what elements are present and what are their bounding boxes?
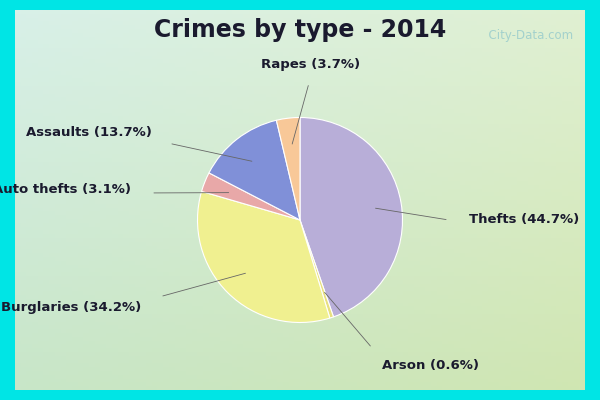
Wedge shape xyxy=(197,192,330,322)
Text: Crimes by type - 2014: Crimes by type - 2014 xyxy=(154,18,446,42)
Text: Rapes (3.7%): Rapes (3.7%) xyxy=(260,58,360,71)
Text: Burglaries (34.2%): Burglaries (34.2%) xyxy=(1,301,141,314)
Wedge shape xyxy=(277,118,300,220)
Wedge shape xyxy=(300,220,334,318)
Text: Arson (0.6%): Arson (0.6%) xyxy=(382,359,479,372)
Wedge shape xyxy=(209,120,300,220)
Text: Auto thefts (3.1%): Auto thefts (3.1%) xyxy=(0,183,131,196)
Text: Thefts (44.7%): Thefts (44.7%) xyxy=(469,214,580,226)
Text: City-Data.com: City-Data.com xyxy=(481,29,574,42)
Wedge shape xyxy=(300,118,403,317)
Wedge shape xyxy=(202,173,300,220)
Text: Assaults (13.7%): Assaults (13.7%) xyxy=(26,126,151,139)
